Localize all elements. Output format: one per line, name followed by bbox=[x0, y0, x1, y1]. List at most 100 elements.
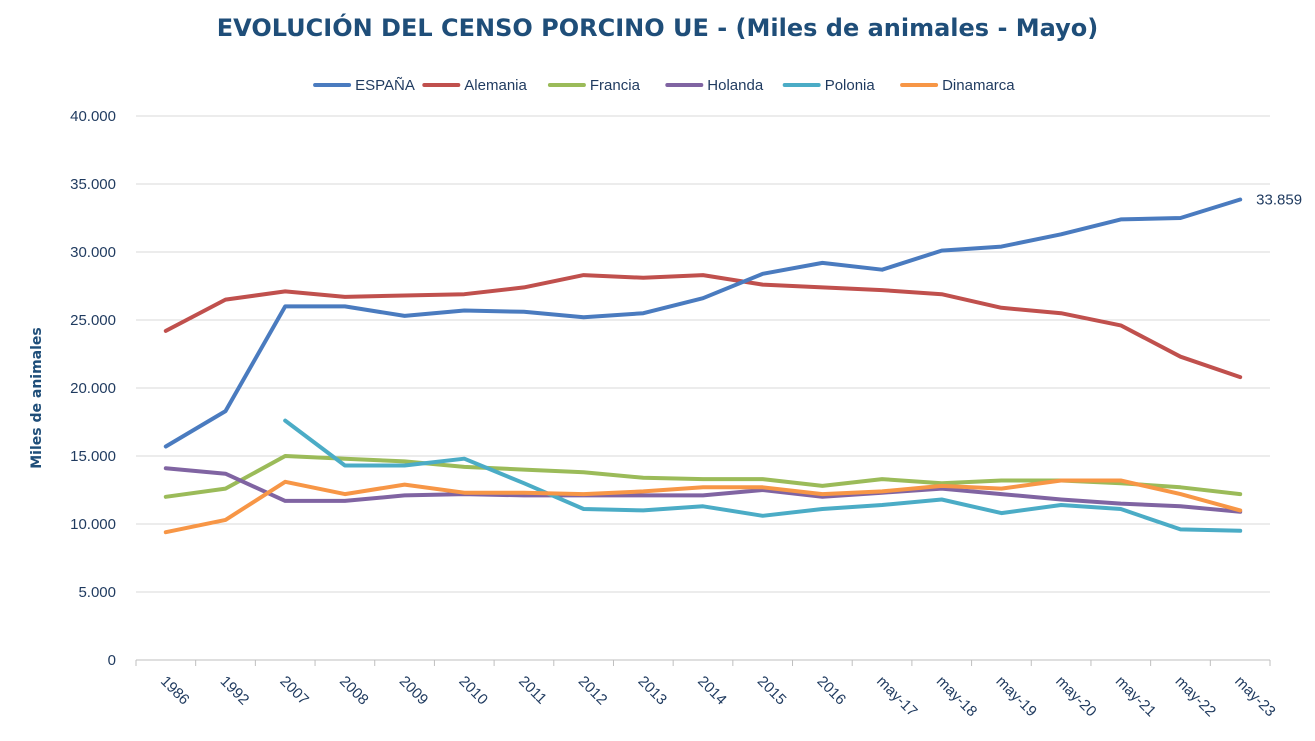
x-tick-label: may-20 bbox=[1052, 673, 1099, 720]
end-value-label: 33.859 bbox=[1256, 192, 1302, 209]
y-tick-label: 5.000 bbox=[78, 584, 116, 601]
data-point bbox=[283, 499, 287, 503]
y-tick-label: 20.000 bbox=[70, 380, 116, 397]
y-tick-label: 15.000 bbox=[70, 448, 116, 465]
x-tick-label: 2016 bbox=[814, 673, 850, 709]
data-point bbox=[641, 476, 645, 480]
data-point bbox=[164, 329, 168, 333]
data-point bbox=[522, 285, 526, 289]
data-point bbox=[1238, 375, 1242, 379]
data-point bbox=[1238, 492, 1242, 496]
data-point bbox=[462, 465, 466, 469]
data-point bbox=[582, 273, 586, 277]
data-point bbox=[224, 472, 228, 476]
data-point bbox=[582, 492, 586, 496]
data-point bbox=[403, 464, 407, 468]
data-point bbox=[880, 477, 884, 481]
data-point bbox=[224, 487, 228, 491]
data-point bbox=[999, 245, 1003, 249]
data-point bbox=[1178, 355, 1182, 359]
x-tick-label: 2011 bbox=[515, 673, 550, 708]
series-line-alemania bbox=[163, 273, 1243, 380]
data-point bbox=[1119, 502, 1123, 506]
legend-item: Francia bbox=[547, 77, 641, 94]
y-tick-label: 10.000 bbox=[70, 516, 116, 533]
data-point bbox=[1119, 478, 1123, 482]
data-point bbox=[582, 470, 586, 474]
chart-title: EVOLUCIÓN DEL CENSO PORCINO UE - (Miles … bbox=[216, 14, 1099, 42]
x-tick-label: may-22 bbox=[1172, 673, 1219, 720]
legend-item: Polonia bbox=[782, 77, 875, 94]
data-point bbox=[582, 315, 586, 319]
data-point bbox=[164, 495, 168, 499]
data-point bbox=[880, 489, 884, 493]
data-point bbox=[462, 308, 466, 312]
axis-layer: 0 5.000 10.000 15.000 20.000 25.000 30.000 35.0… bbox=[29, 108, 1279, 720]
data-point bbox=[999, 478, 1003, 482]
data-point bbox=[820, 492, 824, 496]
data-point bbox=[761, 514, 765, 518]
legend-item: Holanda bbox=[665, 77, 764, 94]
x-tick-label: may-17 bbox=[873, 673, 920, 720]
x-tick-label: 2010 bbox=[455, 673, 491, 709]
data-point bbox=[1178, 485, 1182, 489]
data-point bbox=[1178, 504, 1182, 508]
data-point bbox=[940, 498, 944, 502]
x-tick-label: 2015 bbox=[754, 673, 790, 709]
data-point bbox=[283, 419, 287, 423]
x-tick-label: 1992 bbox=[217, 673, 253, 709]
x-tick-label: 2012 bbox=[575, 673, 611, 709]
legend-label: ESPAÑA bbox=[355, 77, 415, 94]
legend-item: ESPAÑA bbox=[313, 77, 415, 94]
data-point bbox=[522, 468, 526, 472]
data-point bbox=[940, 484, 944, 488]
series-line-dinamarca bbox=[163, 478, 1243, 535]
data-point bbox=[343, 295, 347, 299]
data-point bbox=[1119, 323, 1123, 327]
x-tick-label: may-21 bbox=[1112, 673, 1159, 720]
data-point bbox=[403, 294, 407, 298]
data-point bbox=[1178, 492, 1182, 496]
data-point bbox=[761, 283, 765, 287]
data-point bbox=[1238, 529, 1242, 533]
legend-item: Alemania bbox=[422, 77, 527, 94]
data-point bbox=[164, 444, 168, 448]
data-point bbox=[999, 511, 1003, 515]
data-point bbox=[164, 530, 168, 534]
data-point bbox=[283, 454, 287, 458]
data-point bbox=[820, 285, 824, 289]
data-point bbox=[701, 504, 705, 508]
data-point bbox=[701, 493, 705, 497]
data-point bbox=[283, 289, 287, 293]
y-axis-title: Miles de animales bbox=[29, 327, 45, 469]
data-point bbox=[641, 508, 645, 512]
data-point bbox=[1059, 498, 1063, 502]
series-layer bbox=[163, 197, 1243, 535]
data-point bbox=[522, 491, 526, 495]
x-tick-label: 2009 bbox=[396, 673, 432, 709]
data-point bbox=[462, 491, 466, 495]
data-point bbox=[641, 493, 645, 497]
series-line-españa bbox=[163, 197, 1243, 449]
y-tick-label: 35.000 bbox=[70, 176, 116, 193]
data-point bbox=[880, 268, 884, 272]
data-point bbox=[641, 276, 645, 280]
y-tick-label: 30.000 bbox=[70, 244, 116, 261]
data-point bbox=[940, 249, 944, 253]
legend-item: Dinamarca bbox=[900, 77, 1015, 94]
data-point bbox=[462, 292, 466, 296]
legend-label: Holanda bbox=[707, 77, 764, 94]
data-point bbox=[1238, 508, 1242, 512]
data-point bbox=[1178, 527, 1182, 531]
data-point bbox=[1059, 232, 1063, 236]
legend-label: Dinamarca bbox=[942, 77, 1015, 94]
data-point bbox=[820, 507, 824, 511]
data-point bbox=[701, 273, 705, 277]
data-point bbox=[701, 477, 705, 481]
y-tick-label: 40.000 bbox=[70, 108, 116, 125]
data-point bbox=[403, 314, 407, 318]
data-point bbox=[761, 477, 765, 481]
data-point bbox=[999, 487, 1003, 491]
data-point bbox=[880, 503, 884, 507]
